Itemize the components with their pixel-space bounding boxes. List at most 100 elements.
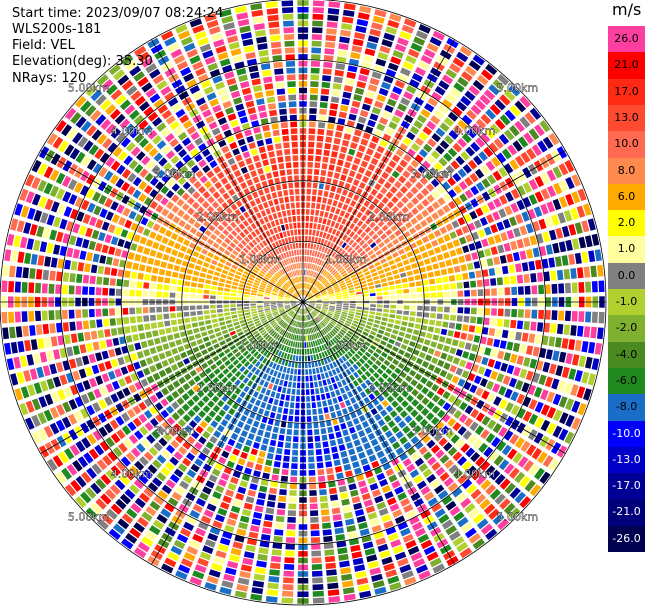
gate-cell [510,319,517,329]
gate-cell [414,274,421,281]
gate-cell [316,304,322,307]
gate-cell [243,297,250,301]
gate-cell [232,402,239,410]
gate-cell [330,258,335,265]
gate-cell [316,462,324,469]
gate-cell [96,276,103,285]
gate-cell [362,132,371,140]
gate-cell [445,223,454,232]
gate-cell [271,355,277,362]
gate-cell [528,128,540,141]
gate-cell [116,390,125,400]
gate-cell [416,114,427,124]
gate-cell [368,367,375,374]
gate-cell [292,285,296,291]
gate-cell [309,302,316,304]
gate-cell [477,229,486,238]
gate-cell [351,262,358,268]
gate-cell [181,137,192,147]
gate-cell [145,87,157,98]
gate-cell [364,209,372,217]
gate-cell [570,325,577,336]
gate-cell [461,225,470,234]
gate-cell [403,231,411,238]
gate-cell [134,95,146,107]
gate-cell [66,463,78,476]
gate-cell [177,131,188,141]
gate-cell [382,313,389,318]
gate-cell [546,169,557,182]
gate-cell [31,193,41,206]
gate-cell [26,354,35,366]
gate-cell [410,42,423,52]
gate-cell [333,459,341,467]
gate-cell [204,315,211,320]
gate-cell [290,302,297,305]
gate-cell [263,299,270,301]
gate-cell [223,573,235,582]
gate-cell [298,335,301,341]
gate-cell [271,331,277,337]
gate-cell [337,201,343,209]
gate-cell [199,272,206,278]
gate-cell [156,251,163,259]
gate-cell [343,133,352,141]
gate-cell [234,246,242,253]
gate-cell [554,337,562,348]
gate-cell [410,452,420,462]
gate-cell [278,292,285,296]
gate-cell [338,357,344,364]
gate-cell [75,475,87,488]
gate-cell [265,289,272,293]
gate-cell [278,319,284,325]
gate-cell [341,313,347,317]
gate-cell [410,436,420,445]
gate-cell [189,85,200,95]
gate-cell [421,345,429,353]
gate-cell [266,285,273,289]
gate-cell [453,82,465,93]
gate-cell [498,426,508,438]
gate-cell [83,452,94,464]
gate-cell [252,268,259,274]
gate-cell [199,420,208,429]
gate-cell [172,326,179,333]
gate-cell [384,491,394,500]
gate-cell [354,353,361,360]
gate-cell [171,183,180,192]
gate-cell [344,161,351,169]
gate-cell [375,288,382,292]
gate-cell [346,282,353,286]
gate-cell [399,225,407,233]
gate-cell [265,389,271,396]
gate-cell [365,148,374,156]
gate-cell [343,3,356,11]
gate-cell [389,92,400,101]
gate-cell [127,172,137,183]
gate-cell [202,262,210,268]
gate-cell [84,263,91,273]
gate-cell [503,276,510,285]
gate-cell [194,137,204,146]
gate-cell [326,177,332,184]
gate-cell [115,288,122,296]
gate-cell [385,327,392,333]
gate-cell [355,445,364,453]
gate-cell [291,388,296,395]
gate-cell [157,321,164,328]
gate-cell [468,533,481,544]
gate-cell [395,430,404,439]
gate-cell [383,308,389,313]
gate-cell [313,289,318,294]
gate-cell [414,137,425,147]
gate-cell [381,196,389,205]
gate-cell [58,451,69,464]
gate-cell [306,307,310,313]
gate-cell [344,244,350,251]
gate-cell [232,359,240,366]
gate-cell [33,353,41,365]
gate-cell [33,210,43,222]
gate-cell [228,554,240,563]
gate-cell [391,480,401,489]
gate-cell [56,188,66,200]
